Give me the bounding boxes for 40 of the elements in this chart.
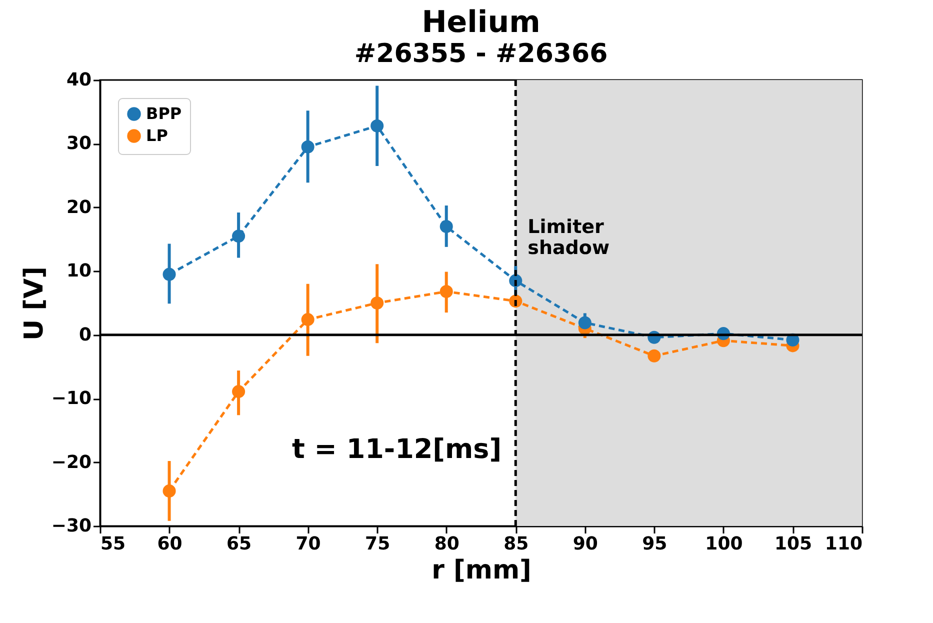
point xyxy=(370,119,384,132)
chart-title: Helium xyxy=(422,5,540,40)
y-axis-title: U [V] xyxy=(19,266,50,341)
y-tick-label: −20 xyxy=(51,452,92,473)
x-tick-label: 55 xyxy=(100,534,126,554)
y-tick-label: 10 xyxy=(66,260,92,282)
x-tick-label: 105 xyxy=(774,534,812,554)
x-tick-label: 70 xyxy=(296,534,321,554)
point xyxy=(232,230,246,243)
y-tick-label: −10 xyxy=(51,388,92,410)
x-axis-title: r [mm] xyxy=(432,556,532,586)
annotation: t = 11-12[ms] xyxy=(292,434,502,466)
y-tick-label: 20 xyxy=(66,196,92,218)
point xyxy=(370,296,384,310)
point xyxy=(440,285,453,298)
legend-label: BPP xyxy=(146,104,182,123)
x-tick-label: 110 xyxy=(824,534,862,554)
point xyxy=(301,313,314,326)
point xyxy=(578,316,592,330)
chart-subtitle: #26355 - #26366 xyxy=(354,39,608,69)
point xyxy=(232,385,246,398)
point xyxy=(301,140,314,154)
y-tick-label: −30 xyxy=(51,516,92,536)
band-label: Limiter shadow xyxy=(528,216,610,259)
point xyxy=(440,220,453,234)
x-tick-label: 95 xyxy=(642,534,668,554)
x-tick-label: 60 xyxy=(157,534,182,554)
x-tick-label: 100 xyxy=(705,534,743,554)
legend-label: LP xyxy=(146,126,168,145)
point xyxy=(162,268,176,281)
y-tick-label: 0 xyxy=(78,324,92,346)
y-tick-label: 40 xyxy=(66,70,92,90)
y-tick-label: 30 xyxy=(66,133,92,154)
point xyxy=(648,349,661,362)
x-tick-label: 75 xyxy=(365,534,390,554)
x-tick-label: 80 xyxy=(434,534,460,554)
x-tick-label: 90 xyxy=(572,534,598,554)
x-tick-label: 65 xyxy=(226,534,252,554)
point xyxy=(162,484,176,498)
x-tick-label: 85 xyxy=(504,534,529,554)
